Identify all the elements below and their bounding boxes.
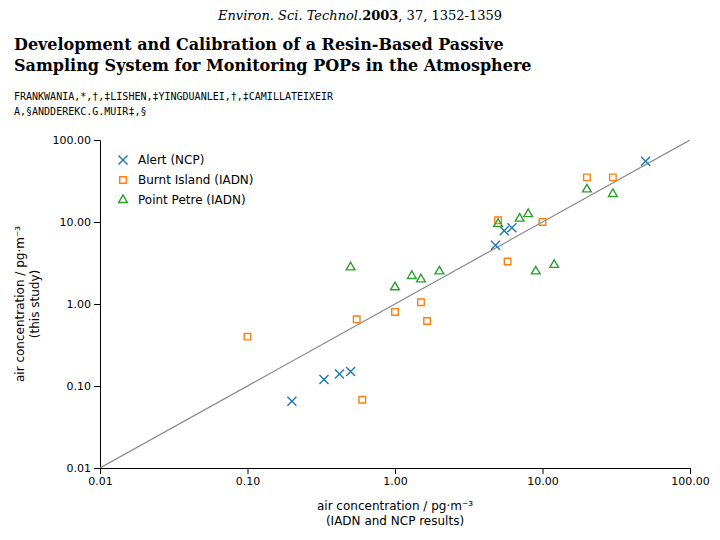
tick-mark (94, 222, 100, 223)
tick-mark (690, 468, 691, 474)
annotation: A,§ANDDEREKC.G.MUIR‡,§ (14, 106, 146, 117)
y-axis-label-line: air concentration / pg·m⁻³ (13, 226, 27, 382)
point (319, 375, 328, 384)
tick-mark (94, 468, 100, 469)
y-axis-label-line: (this study) (28, 270, 42, 338)
tick: 100.00 (53, 134, 101, 147)
legend-symbol (120, 177, 127, 184)
tick-label: 0.01 (88, 475, 113, 488)
point (504, 258, 511, 265)
legend-symbol (118, 155, 127, 164)
line (100, 140, 690, 468)
point (550, 260, 559, 268)
tick-label: 100.00 (671, 475, 710, 488)
title: Sampling System for Monitoring POPs in t… (14, 56, 532, 75)
chart: Environ. Sci. Technol.2003, 37, 1352-135… (0, 0, 720, 540)
point (287, 397, 296, 406)
point (359, 396, 366, 403)
legend-label: Burnt Island (IADN) (138, 173, 254, 187)
tick-mark (543, 468, 544, 474)
tick-label: 0.01 (67, 462, 92, 475)
point (584, 174, 591, 181)
x-axis-label-line: air concentration / pg·m⁻³ (317, 499, 473, 513)
point (424, 318, 431, 325)
series (244, 174, 616, 403)
tick: 0.10 (236, 468, 261, 488)
point (346, 262, 355, 270)
legend-item: Burnt Island (IADN) (120, 173, 254, 187)
tick-label: 0.10 (236, 475, 261, 488)
tick: 1.00 (383, 468, 408, 488)
annotation: FRANKWANIA,*,†,‡LISHEN,‡YINGDUANLEI,†,‡C… (14, 91, 334, 102)
tick: 0.01 (67, 462, 101, 475)
subtitle-part: , 37, 1352-1359 (398, 8, 502, 23)
tick: 100.00 (671, 468, 710, 488)
legend-item: Point Petre (IADN) (119, 193, 246, 207)
title: Development and Calibration of a Resin-B… (14, 35, 504, 54)
x-axis: 0.01 0.10 1.00 10.00 100.00 (88, 468, 710, 488)
point (583, 184, 592, 192)
axis-domain (94, 141, 101, 469)
subtitle: Environ. Sci. Technol.2003, 37, 1352-135… (217, 8, 502, 23)
y-axis-label: air concentration / pg·m⁻³(this study) (13, 226, 42, 382)
marks (100, 140, 690, 468)
tick-mark (248, 468, 249, 474)
point (418, 299, 425, 306)
point (500, 226, 509, 235)
point (610, 174, 617, 181)
tick: 10.00 (527, 468, 559, 488)
subtitle-part: Environ. Sci. Technol. (217, 8, 362, 23)
plot: 0.01 0.10 1.00 10.00 100.00 0.01 0.10 1.00 10.00… (13, 134, 710, 528)
point (494, 219, 503, 227)
tick: 1.00 (67, 298, 101, 311)
point (244, 333, 251, 340)
y-axis: 0.01 0.10 1.00 10.00 100.00 (53, 134, 101, 475)
tick-label: 100.00 (53, 134, 92, 147)
x-axis-label-line: (IADN and NCP results) (326, 514, 464, 528)
point (407, 271, 416, 279)
legend-item: Alert (NCP) (118, 153, 204, 167)
tick: 0.10 (67, 380, 101, 393)
point (608, 189, 617, 197)
point (641, 157, 650, 166)
legend-label: Point Petre (IADN) (138, 193, 246, 207)
legend: Alert (NCP) Burnt Island (IADN) Point Petr… (118, 153, 253, 207)
tick-label: 1.00 (67, 298, 92, 311)
subtitle-part: 2003 (362, 8, 398, 23)
tick-label: 0.10 (67, 380, 92, 393)
legend-symbol (119, 195, 128, 203)
point (392, 309, 399, 316)
series (287, 157, 650, 406)
point (346, 367, 355, 376)
point (353, 316, 360, 323)
tick-label: 10.00 (527, 475, 559, 488)
point (417, 274, 426, 282)
tick: 0.01 (88, 468, 113, 488)
point (515, 214, 524, 222)
tick-mark (94, 304, 100, 305)
tick: 10.00 (60, 216, 101, 229)
tick-label: 1.00 (383, 475, 408, 488)
tick-mark (395, 468, 396, 474)
axis-domain (101, 469, 691, 475)
series (346, 184, 617, 289)
point (531, 266, 540, 274)
point (524, 209, 533, 217)
point (335, 369, 344, 378)
point (507, 223, 516, 232)
legend-label: Alert (NCP) (138, 153, 204, 167)
point (491, 241, 500, 250)
point (435, 266, 444, 274)
point (539, 219, 546, 226)
point (391, 282, 400, 290)
tick-mark (94, 140, 100, 141)
tick-label: 10.00 (60, 216, 92, 229)
x-axis-label: air concentration / pg·m⁻³(IADN and NCP … (317, 499, 473, 528)
tick-mark (94, 386, 100, 387)
